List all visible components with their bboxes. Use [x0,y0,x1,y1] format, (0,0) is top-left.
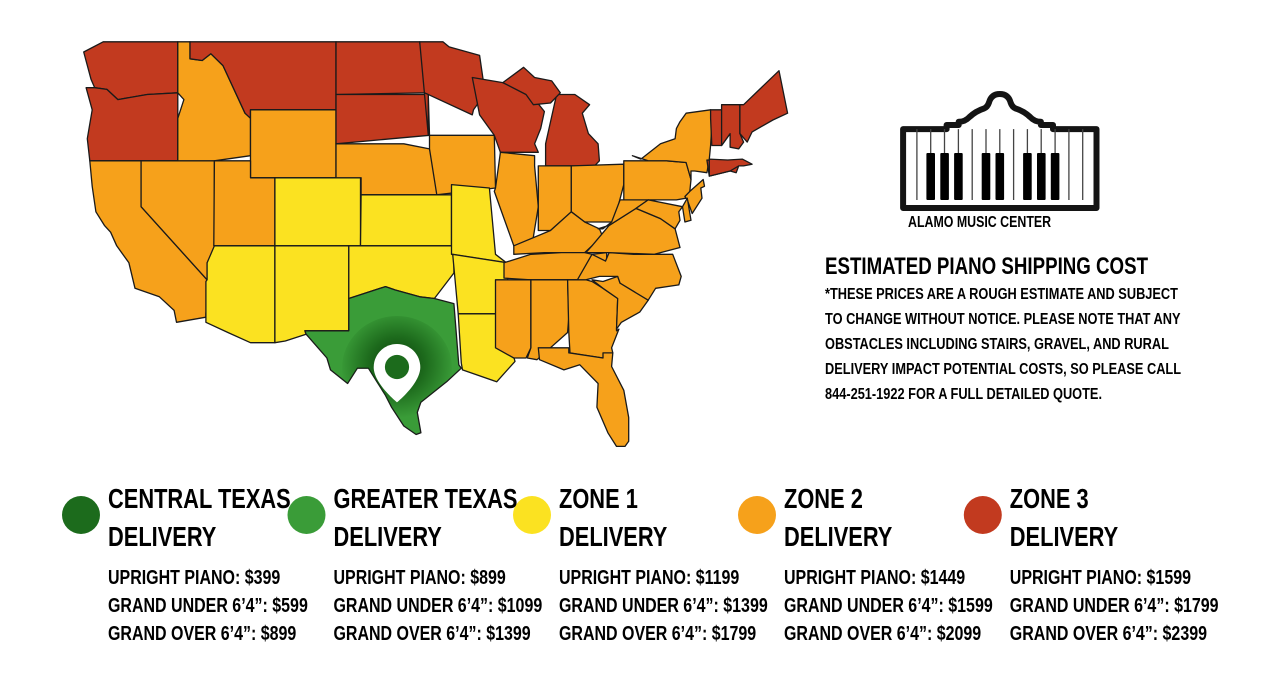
svg-text:GRAND UNDER 6’4”: $1599: GRAND UNDER 6’4”: $1599 [784,593,993,616]
svg-text:UPRIGHT PIANO: $1599: UPRIGHT PIANO: $1599 [1010,565,1191,588]
svg-text:DELIVERY: DELIVERY [1010,521,1119,552]
svg-text:ZONE 3: ZONE 3 [1010,483,1089,514]
svg-text:GRAND UNDER 6’4”: $1399: GRAND UNDER 6’4”: $1399 [559,593,768,616]
svg-text:UPRIGHT PIANO: $899: UPRIGHT PIANO: $899 [334,565,506,588]
svg-text:GRAND OVER 6’4”: $899: GRAND OVER 6’4”: $899 [108,621,296,644]
svg-text:DELIVERY: DELIVERY [108,521,217,552]
svg-text:ZONE 2: ZONE 2 [784,483,863,514]
svg-text:UPRIGHT PIANO: $1449: UPRIGHT PIANO: $1449 [784,565,965,588]
svg-text:CENTRAL TEXAS: CENTRAL TEXAS [108,483,291,514]
svg-text:DELIVERY: DELIVERY [559,521,668,552]
svg-text:DELIVERY: DELIVERY [334,521,443,552]
svg-text:GRAND UNDER 6’4”: $1799: GRAND UNDER 6’4”: $1799 [1010,593,1219,616]
svg-text:GRAND OVER 6’4”: $2399: GRAND OVER 6’4”: $2399 [1010,621,1207,644]
svg-text:UPRIGHT PIANO: $399: UPRIGHT PIANO: $399 [108,565,280,588]
svg-text:DELIVERY: DELIVERY [784,521,893,552]
svg-text:GRAND OVER 6’4”: $1399: GRAND OVER 6’4”: $1399 [334,621,531,644]
svg-text:UPRIGHT PIANO: $1199: UPRIGHT PIANO: $1199 [559,565,739,588]
svg-text:GREATER TEXAS: GREATER TEXAS [334,483,518,514]
svg-text:GRAND OVER 6’4”: $1799: GRAND OVER 6’4”: $1799 [559,621,756,644]
svg-text:GRAND OVER 6’4”: $2099: GRAND OVER 6’4”: $2099 [784,621,981,644]
svg-text:ZONE 1: ZONE 1 [559,483,638,514]
svg-text:GRAND UNDER 6’4”: $599: GRAND UNDER 6’4”: $599 [108,593,308,616]
svg-text:GRAND UNDER 6’4”: $1099: GRAND UNDER 6’4”: $1099 [334,593,543,616]
